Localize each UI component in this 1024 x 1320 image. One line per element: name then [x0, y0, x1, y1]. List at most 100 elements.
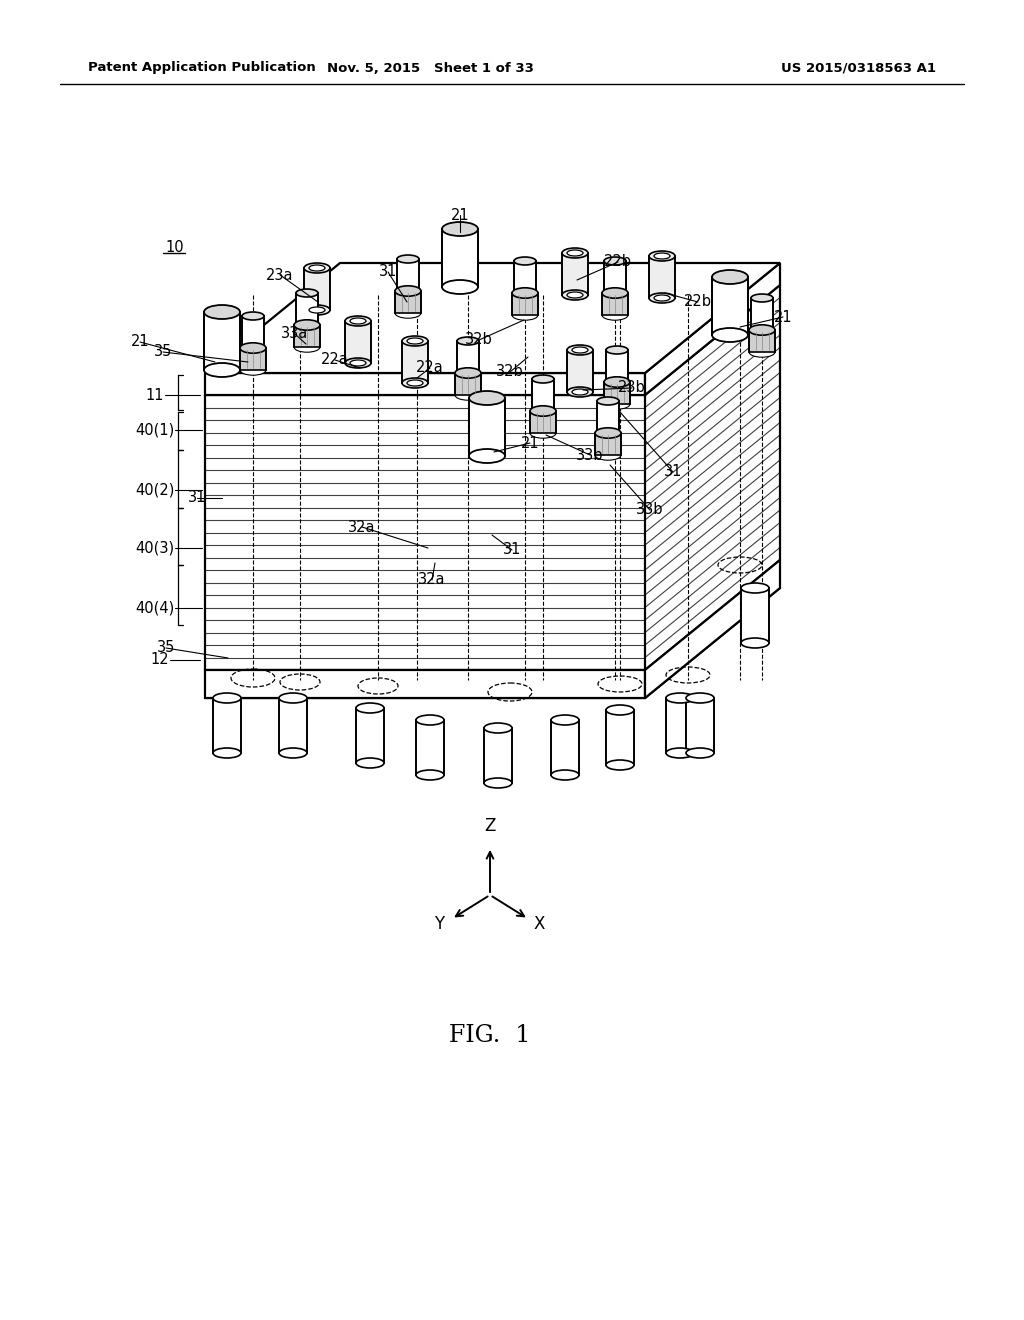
Ellipse shape — [294, 342, 319, 352]
Ellipse shape — [402, 337, 428, 346]
Text: 40(2): 40(2) — [135, 483, 175, 498]
Ellipse shape — [654, 294, 670, 301]
Ellipse shape — [602, 310, 628, 321]
Text: 21: 21 — [520, 436, 540, 450]
Bar — [356, 708, 384, 763]
Ellipse shape — [345, 358, 371, 368]
Ellipse shape — [416, 715, 444, 725]
Text: 32b: 32b — [496, 364, 524, 380]
Bar — [294, 325, 319, 347]
Ellipse shape — [407, 338, 423, 345]
Ellipse shape — [350, 318, 366, 323]
Ellipse shape — [309, 308, 325, 313]
Text: Y: Y — [434, 915, 444, 933]
Ellipse shape — [296, 289, 318, 297]
Ellipse shape — [397, 286, 419, 294]
Ellipse shape — [562, 290, 588, 300]
Bar — [442, 228, 478, 286]
Ellipse shape — [309, 265, 325, 271]
Text: 35: 35 — [157, 640, 175, 656]
Text: 33b: 33b — [577, 447, 604, 462]
Ellipse shape — [416, 770, 444, 780]
Bar — [567, 350, 593, 392]
Polygon shape — [205, 285, 780, 395]
Ellipse shape — [604, 289, 626, 297]
Text: 22b: 22b — [684, 294, 712, 309]
Text: 40(1): 40(1) — [135, 422, 175, 437]
Ellipse shape — [514, 289, 536, 297]
Bar — [606, 710, 634, 766]
Bar — [751, 298, 773, 330]
Text: Z: Z — [484, 817, 496, 836]
Text: 31: 31 — [187, 491, 206, 506]
Ellipse shape — [712, 327, 748, 342]
Polygon shape — [645, 263, 780, 395]
Bar — [686, 698, 714, 752]
Bar — [602, 293, 628, 315]
Ellipse shape — [666, 693, 694, 704]
Polygon shape — [205, 671, 645, 698]
Ellipse shape — [751, 326, 773, 334]
Text: 21: 21 — [131, 334, 150, 350]
Ellipse shape — [356, 758, 384, 768]
Ellipse shape — [597, 429, 618, 437]
Ellipse shape — [457, 370, 479, 378]
Polygon shape — [205, 263, 780, 374]
Ellipse shape — [442, 280, 478, 294]
Bar — [455, 374, 481, 395]
Ellipse shape — [649, 293, 675, 304]
Ellipse shape — [567, 292, 583, 298]
Text: 22b: 22b — [604, 255, 632, 269]
Ellipse shape — [551, 770, 579, 780]
Bar — [595, 433, 621, 455]
Bar — [604, 261, 626, 293]
Ellipse shape — [572, 389, 588, 395]
Ellipse shape — [749, 347, 775, 358]
Text: 10: 10 — [166, 240, 184, 256]
Ellipse shape — [562, 248, 588, 257]
Ellipse shape — [666, 748, 694, 758]
Bar — [345, 321, 371, 363]
Bar — [457, 341, 479, 374]
Bar — [416, 719, 444, 775]
Text: US 2015/0318563 A1: US 2015/0318563 A1 — [781, 62, 936, 74]
Bar — [606, 350, 628, 381]
Ellipse shape — [395, 286, 421, 296]
Bar — [530, 411, 556, 433]
Ellipse shape — [530, 405, 556, 416]
Text: 35: 35 — [154, 345, 172, 359]
Bar — [402, 341, 428, 383]
Ellipse shape — [304, 263, 330, 273]
Polygon shape — [645, 560, 780, 698]
Bar — [304, 268, 330, 310]
Ellipse shape — [604, 376, 630, 387]
Text: 32a: 32a — [418, 573, 445, 587]
Ellipse shape — [469, 391, 505, 405]
Ellipse shape — [649, 251, 675, 261]
Ellipse shape — [741, 583, 769, 593]
Ellipse shape — [350, 360, 366, 366]
Ellipse shape — [240, 364, 266, 375]
Text: FIG.  1: FIG. 1 — [450, 1023, 530, 1047]
Ellipse shape — [279, 693, 307, 704]
Ellipse shape — [686, 693, 714, 704]
Text: 32a: 32a — [348, 520, 376, 535]
Polygon shape — [205, 374, 645, 395]
Bar — [240, 348, 266, 370]
Text: 31: 31 — [379, 264, 397, 280]
Ellipse shape — [442, 222, 478, 236]
Text: 32b: 32b — [465, 333, 493, 347]
Bar — [749, 330, 775, 352]
Bar — [514, 261, 536, 293]
Bar — [204, 312, 240, 370]
Text: 40(3): 40(3) — [135, 540, 174, 556]
Bar — [484, 729, 512, 783]
Ellipse shape — [514, 257, 536, 265]
Ellipse shape — [686, 748, 714, 758]
Bar — [712, 277, 748, 335]
Ellipse shape — [356, 704, 384, 713]
Text: 40(4): 40(4) — [135, 601, 175, 615]
Text: 11: 11 — [145, 388, 164, 403]
Bar — [741, 587, 769, 643]
Bar — [604, 381, 630, 404]
